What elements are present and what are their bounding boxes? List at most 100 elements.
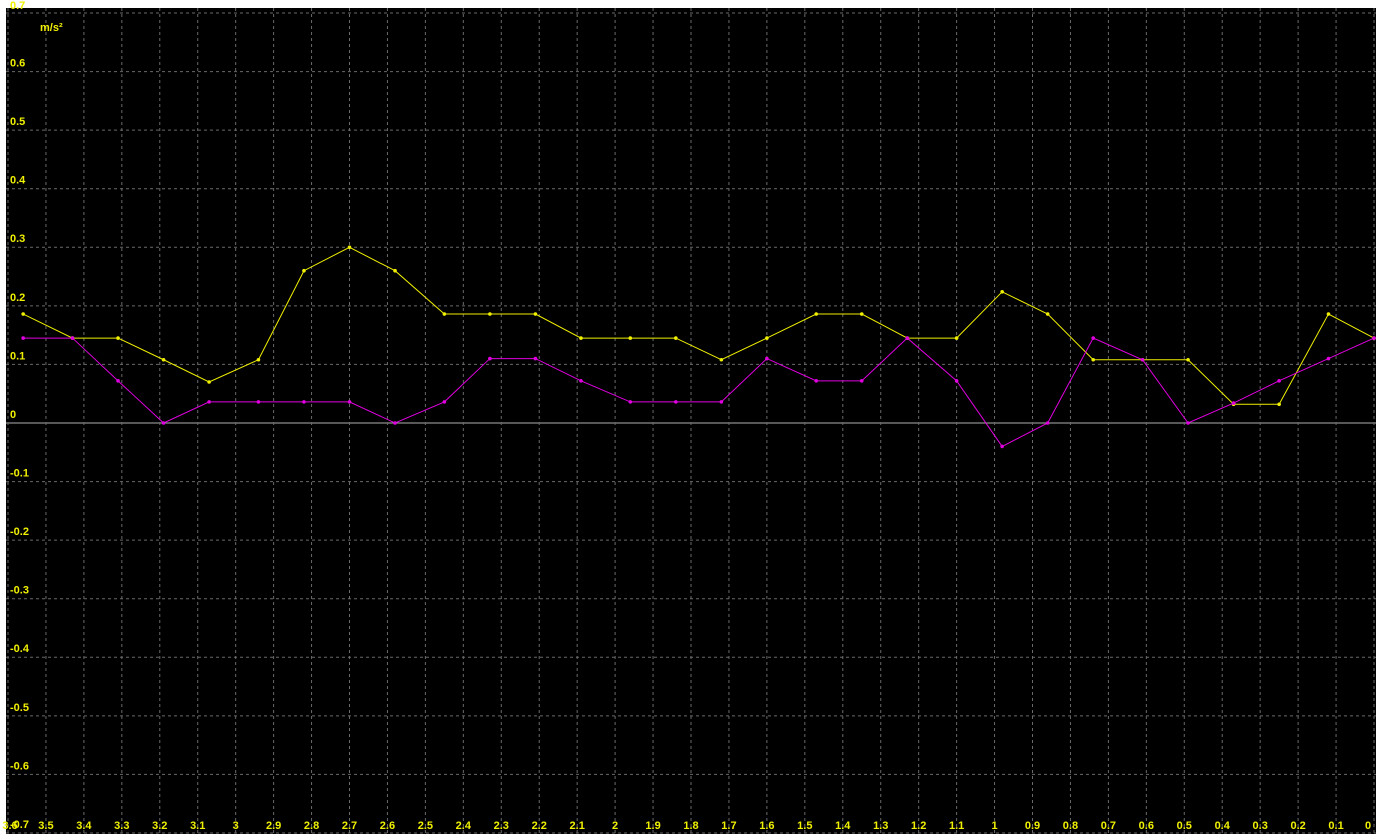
point: [954, 336, 959, 340]
point: [1372, 336, 1376, 340]
point: [1140, 357, 1145, 362]
x-tick-label: 1: [991, 820, 997, 832]
x-tick-label: 2.9: [266, 820, 281, 832]
y-unit: m/s²: [40, 22, 63, 34]
point: [674, 400, 678, 404]
x-tick-label: 2.1: [570, 820, 585, 832]
x-tick-label: 1.3: [873, 820, 888, 832]
point: [814, 312, 819, 316]
point: [1045, 421, 1050, 425]
x-tick-label: 3.5: [38, 820, 53, 832]
point: [1186, 421, 1190, 425]
x-tick-label: 2.4: [456, 820, 472, 832]
x-tick-label: 2.6: [380, 820, 395, 832]
point: [442, 312, 447, 316]
x-tick-label: 0.4: [1215, 820, 1231, 832]
x-tick-label: 1.7: [721, 820, 736, 832]
point: [116, 336, 120, 340]
point: [1000, 290, 1004, 294]
point: [302, 400, 306, 404]
grid: [6, 8, 1376, 834]
point: [70, 336, 75, 340]
y-tick-label: -0.2: [10, 526, 29, 538]
y-tick-label: -0.3: [10, 585, 29, 597]
x-tick-label: 3: [233, 820, 239, 832]
x-tick-label: 0.9: [1025, 820, 1040, 832]
point: [859, 312, 864, 316]
point: [814, 379, 819, 383]
x-tick-label: 1.4: [835, 820, 851, 832]
x-tick-label: 2.3: [494, 820, 509, 832]
point: [1277, 402, 1281, 407]
point: [488, 356, 492, 361]
y-tick-label: 0.1: [10, 350, 25, 362]
point: [533, 312, 538, 316]
y-tick-label: 0.6: [10, 57, 25, 69]
point: [1326, 312, 1331, 316]
point: [719, 357, 724, 362]
point: [21, 312, 25, 316]
x-tick-label: 2.5: [418, 820, 433, 832]
point: [347, 400, 352, 404]
point: [1231, 401, 1236, 405]
point: [256, 357, 261, 362]
point: [1326, 356, 1331, 361]
x-tick-label: 1.6: [759, 820, 774, 832]
point: [207, 400, 211, 404]
x-tick-label: 0.3: [1253, 820, 1268, 832]
x-tick-label: 1.5: [797, 820, 812, 832]
point: [1186, 357, 1190, 362]
x-tick-label: 1.2: [911, 820, 926, 832]
x-tick-label: 0.8: [1063, 820, 1078, 832]
point: [719, 400, 724, 404]
y-tick-label: 0.2: [10, 292, 25, 304]
plot-background: [6, 8, 1376, 834]
point: [628, 400, 633, 404]
point: [1091, 357, 1096, 362]
point: [21, 336, 25, 340]
point: [765, 336, 769, 340]
y-tick-label: -0.6: [10, 760, 29, 772]
y-tick-label: 0.4: [10, 175, 26, 187]
x-tick-label: 3.6: [2, 820, 17, 832]
point: [1045, 312, 1050, 316]
series-layer: [21, 245, 1376, 449]
y-tick-label: -0.4: [10, 643, 30, 655]
point: [207, 380, 211, 384]
x-tick-label: 0: [1365, 820, 1371, 832]
series-line: [23, 337, 1375, 448]
point: [393, 268, 397, 273]
series-line: [22, 246, 1375, 405]
x-tick-label: 1.1: [949, 820, 964, 832]
x-tick-label: 2: [612, 820, 618, 832]
x-tick-label: 1.9: [645, 820, 660, 832]
y-tick-label: -0.1: [10, 467, 29, 479]
point: [1277, 379, 1281, 383]
y-tick-label: 0.5: [10, 116, 25, 128]
point: [579, 379, 583, 383]
point: [256, 400, 261, 404]
x-tick-label: 2.2: [532, 820, 547, 832]
point: [859, 379, 864, 383]
x-tick-label: 3.2: [152, 820, 167, 832]
x-tick-label: 2.7: [342, 820, 357, 832]
point: [674, 336, 678, 340]
y-tick-label: 0: [10, 409, 16, 421]
x-tick-label: 0.1: [1328, 820, 1343, 832]
x-tick-label: 3.1: [190, 820, 205, 832]
point: [488, 312, 492, 316]
point: [628, 336, 633, 340]
point: [765, 356, 769, 361]
x-tick-label: 0.6: [1139, 820, 1154, 832]
x-tick-label: 0.7: [1101, 820, 1116, 832]
point: [1000, 444, 1004, 449]
x-tick-label: 3.3: [114, 820, 129, 832]
point: [393, 421, 397, 425]
point: [347, 245, 352, 250]
x-tick-label: 0.5: [1177, 820, 1192, 832]
point: [905, 336, 910, 340]
x-tick-label: 2.8: [304, 820, 319, 832]
point: [442, 400, 447, 404]
